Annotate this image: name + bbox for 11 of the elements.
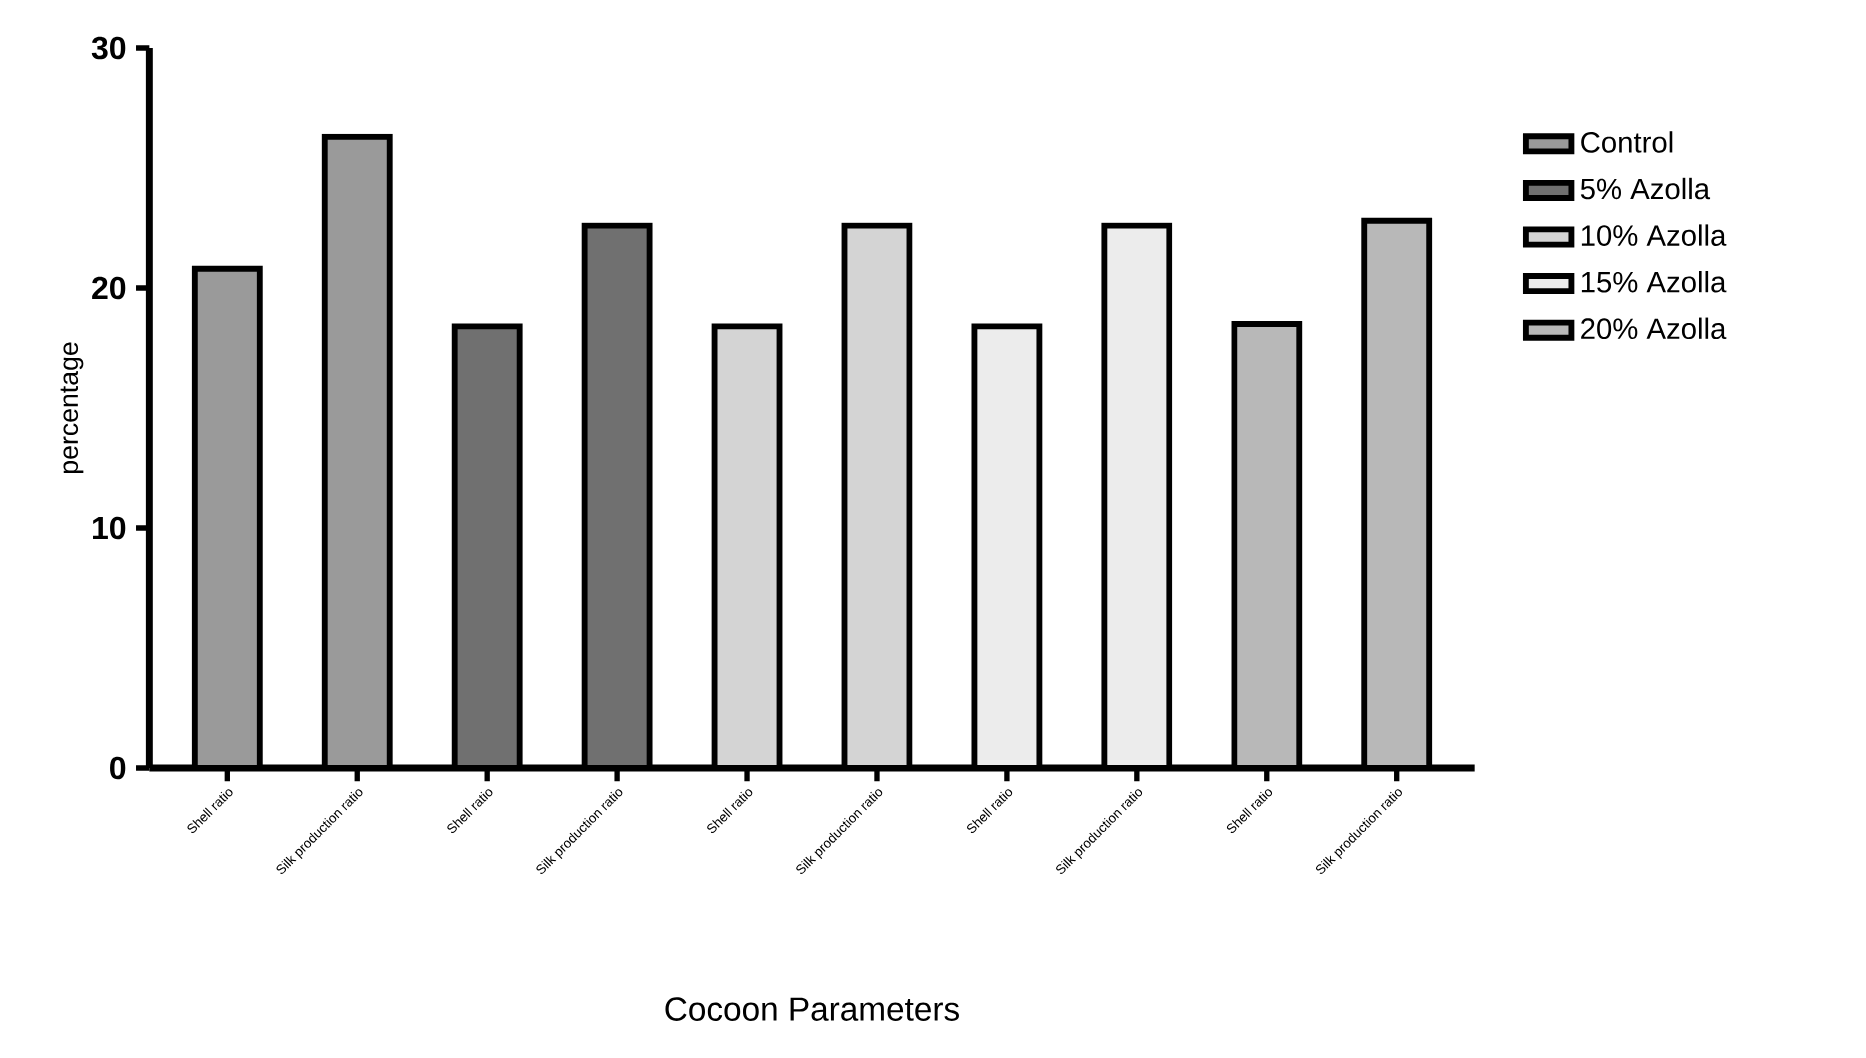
y-axis-title: percentage [60,342,84,473]
legend-label: 5% Azolla [1580,177,1711,200]
y-tick-label: 0 [110,756,126,780]
y-tick-label: 10 [93,516,126,540]
x-axis-title: Cocoon Parameters [665,997,959,1021]
legend-label: 10% Azolla [1581,224,1727,246]
legend-label: 15% Azolla [1581,270,1727,293]
legend-label: 20% Azolla [1581,317,1727,340]
y-tick-label: 30 [91,36,126,60]
y-tick-label: 20 [92,276,126,300]
legend-label: Control [1581,131,1673,153]
